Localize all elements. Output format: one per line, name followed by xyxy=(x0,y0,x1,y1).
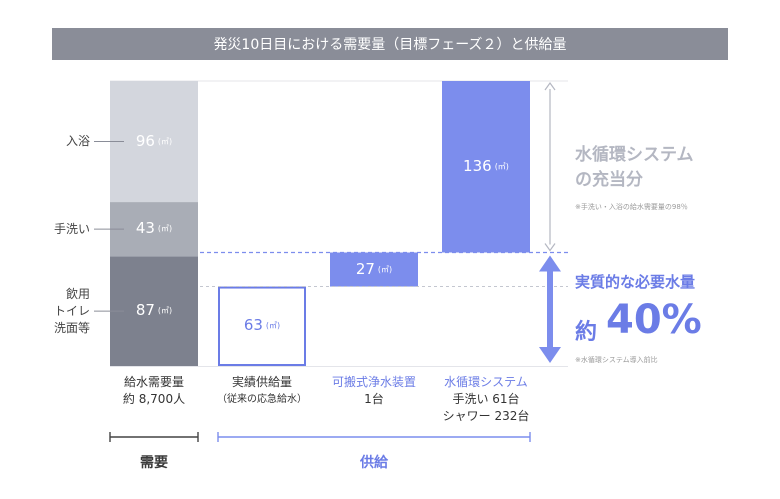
category-sublabel: 約 8,700人 xyxy=(122,392,186,406)
segment-label-line: 飲用 xyxy=(65,286,90,301)
blue-arrow-shaft xyxy=(547,269,553,349)
category-sublabel: （従来の応急給水） xyxy=(217,394,307,405)
gray-arrow-head-top xyxy=(544,81,556,91)
group-label-demand: 需要 xyxy=(140,455,168,471)
gray-annotation-title-line1: 水循環システム xyxy=(575,145,694,165)
bar-unit: (㎥) xyxy=(157,224,173,234)
blue-arrow-head-top xyxy=(539,255,561,272)
bar-3-value-label-0: 136 (㎥) xyxy=(442,157,530,175)
category-label-3: 水循環システム 手洗い 61台 シャワー 232台 xyxy=(432,374,540,425)
bar-1-segment-0 xyxy=(218,286,306,366)
bar-value: 63 xyxy=(243,316,263,335)
category-label-2: 可搬式浄水装置 1台 xyxy=(320,374,428,408)
category-name: 可搬式浄水装置 xyxy=(331,375,416,389)
segment-label-line: 手洗い xyxy=(53,221,90,236)
gray-annotation-title-line2: の充当分 xyxy=(575,170,643,190)
category-name: 実績供給量 xyxy=(231,375,292,389)
bar-0-value-label-1: 43 (㎥) xyxy=(110,219,198,237)
segment-label-line: 入浴 xyxy=(65,134,90,149)
bar-value: 87 xyxy=(135,301,155,320)
bar-unit: (㎥) xyxy=(377,264,393,274)
category-sublabel: 1台 xyxy=(364,392,384,406)
blue-annotation-value: 40% xyxy=(606,297,702,343)
bar-unit: (㎥) xyxy=(265,321,281,331)
segment-label-line: 洗面等 xyxy=(53,320,90,335)
bar-0-value-label-2: 96 (㎥) xyxy=(110,132,198,150)
category-name: 給水需要量 xyxy=(123,375,184,389)
gray-arrow-head-bottom xyxy=(544,243,556,252)
blue-annotation-prefix: 約 xyxy=(575,320,598,345)
category-label-0: 給水需要量約 8,700人 xyxy=(100,374,208,408)
bar-value: 27 xyxy=(355,259,375,278)
bar-unit: (㎥) xyxy=(157,306,173,316)
bar-0-segment-2 xyxy=(110,81,198,203)
group-label-supply: 供給 xyxy=(360,455,388,471)
segment-label-2: 入浴 xyxy=(66,133,90,150)
bar-3-segment-0 xyxy=(442,81,530,253)
segment-label-0: 飲用トイレ洗面等 xyxy=(54,286,90,337)
category-sublabel: シャワー 232台 xyxy=(442,409,530,423)
bar-value: 136 xyxy=(463,156,492,175)
blue-arrow-head-bottom xyxy=(539,347,561,363)
bar-0-segment-0 xyxy=(110,256,198,366)
bar-value: 43 xyxy=(135,219,155,238)
blue-annotation-title: 実質的な必要水量 xyxy=(575,273,696,291)
bar-2-segment-0 xyxy=(330,252,418,287)
category-sublabel: 手洗い 61台 xyxy=(452,392,520,406)
category-name: 水循環システム xyxy=(444,375,528,389)
bar-0-value-label-0: 87 (㎥) xyxy=(110,301,198,319)
bar-unit: (㎥) xyxy=(157,136,173,146)
blue-annotation-note: ※水循環システム導入前比 xyxy=(575,356,658,364)
bar-value: 96 xyxy=(135,131,155,150)
category-label-1: 実績供給量 （従来の応急給水） xyxy=(208,374,316,408)
segment-label-1: 手洗い xyxy=(54,221,90,238)
bar-0-segment-1 xyxy=(110,202,198,257)
segment-label-line: トイレ xyxy=(53,303,90,318)
bar-2-value-label-0: 27 (㎥) xyxy=(330,260,418,278)
chart-title: 発災10日目における需要量（目標フェーズ２）と供給量 xyxy=(52,28,728,60)
bar-unit: (㎥) xyxy=(494,161,509,171)
bar-1-value-label-0: 63 (㎥) xyxy=(218,316,306,334)
gray-annotation-note: ※手洗い・入浴の給水需要量の98％ xyxy=(575,203,688,211)
